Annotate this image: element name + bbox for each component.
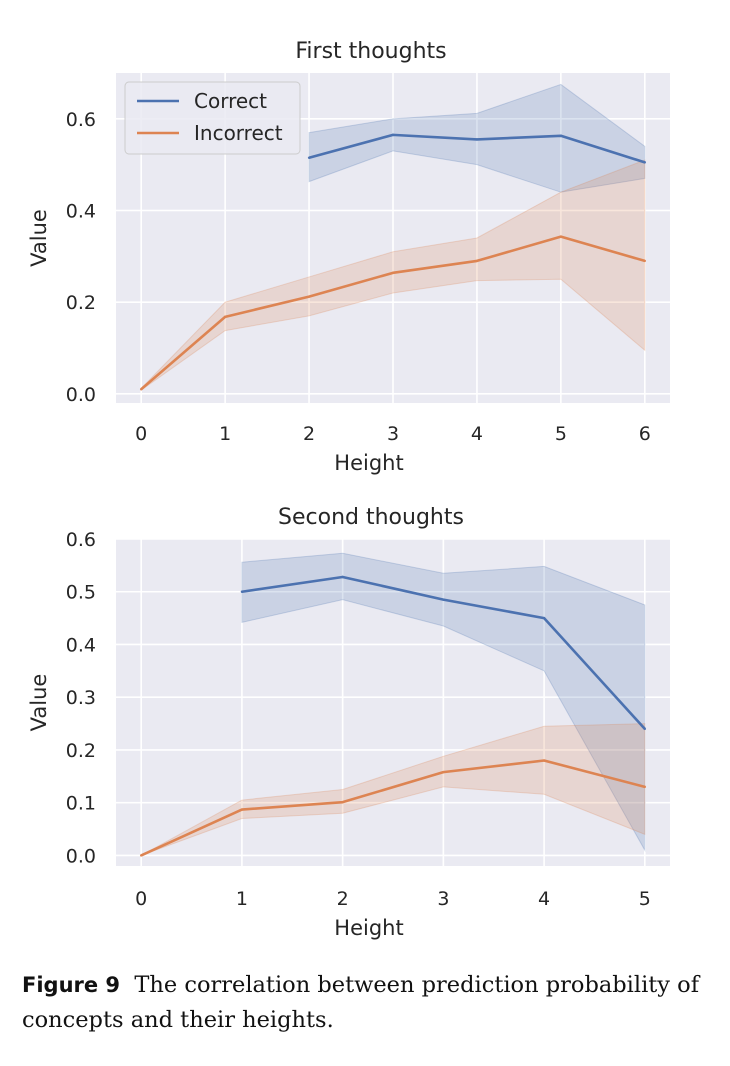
y-tick-label: 0.2: [66, 740, 96, 762]
y-tick-label: 0.0: [66, 384, 96, 406]
correct-data-point: [341, 575, 344, 579]
x-tick-label: 4: [471, 423, 483, 445]
incorrect-data-point: [542, 759, 546, 762]
x-tick-label: 1: [219, 423, 231, 445]
plot-background: [116, 539, 670, 866]
incorrect-data-point: [223, 315, 227, 319]
x-axis-label: Height: [334, 451, 403, 475]
x-axis-label: Height: [334, 916, 403, 940]
figure-caption: Figure 9 The correlation between predict…: [22, 968, 712, 1038]
y-tick-label: 0.3: [66, 687, 96, 709]
x-tick-label: 3: [437, 888, 449, 910]
correct-data-point: [643, 161, 647, 164]
correct-data-point: [475, 138, 479, 141]
incorrect-data-point: [240, 808, 244, 811]
y-tick-label: 0.6: [66, 529, 96, 551]
x-tick-label: 1: [236, 888, 248, 910]
incorrect-legend-label: Incorrect: [194, 121, 283, 145]
x-tick-label: 6: [639, 423, 651, 445]
incorrect-data-point: [643, 785, 647, 789]
incorrect-data-point: [475, 259, 479, 263]
legend: Correct Incorrect: [124, 81, 301, 155]
figure-label: Figure 9: [22, 973, 121, 997]
y-axis-label: Value: [27, 674, 51, 732]
correct-data-point: [559, 134, 563, 137]
x-tick-label: 5: [639, 888, 651, 910]
incorrect-data-point: [341, 800, 344, 804]
y-tick-label: 0.4: [66, 201, 96, 223]
incorrect-confidence-band: [140, 159, 646, 392]
chart-2: 0 1 2 3 4 5 0.0 0.1 0.2 0.3 0.4 0.5 0.6 Second though…: [27, 505, 670, 940]
y-tick-label: 0.1: [66, 793, 96, 815]
incorrect-series-line: [140, 759, 646, 857]
chart-1: 0 1 2 3 4 5 6 0.0 0.2 0.4 0.6 First thoughts Height V…: [27, 39, 670, 475]
x-tick-label: 2: [337, 888, 349, 910]
incorrect-data-point: [643, 259, 647, 263]
y-tick-label: 0.6: [66, 109, 96, 131]
correct-data-point: [307, 156, 311, 159]
correct-legend-label: Correct: [194, 89, 267, 113]
correct-data-point: [391, 133, 395, 137]
x-tick-label: 4: [538, 888, 550, 910]
y-tick-label: 0.5: [66, 582, 96, 604]
incorrect-data-point: [559, 235, 563, 238]
y-tick-label: 0.2: [66, 292, 96, 314]
x-tick-label: 0: [135, 423, 147, 445]
y-tick-label: 0.0: [66, 845, 96, 867]
x-tick-label: 5: [555, 423, 567, 445]
incorrect-data-point: [307, 295, 311, 298]
incorrect-data-point: [139, 854, 143, 857]
figure: 0 1 2 3 4 5 6 0.0 0.2 0.4 0.6 First thoughts Height V…: [27, 39, 670, 940]
correct-data-point: [240, 590, 244, 593]
x-tick-label: 2: [303, 423, 315, 445]
x-tick-label: 0: [135, 888, 147, 910]
correct-data-point: [542, 616, 546, 620]
correct-data-point: [643, 727, 647, 731]
correct-confidence-band: [241, 552, 646, 853]
incorrect-data-point: [391, 271, 395, 275]
caption-text: The correlation between prediction proba…: [22, 972, 700, 1033]
incorrect-confidence-band: [140, 723, 646, 856]
incorrect-data-point: [442, 770, 445, 774]
incorrect-data-point: [139, 388, 143, 391]
y-axis-label: Value: [27, 209, 51, 267]
chart-title: Second thoughts: [278, 505, 464, 530]
correct-data-point: [442, 598, 445, 601]
chart-title: First thoughts: [295, 39, 446, 64]
y-tick-label: 0.4: [66, 634, 96, 656]
x-tick-label: 3: [387, 423, 399, 445]
